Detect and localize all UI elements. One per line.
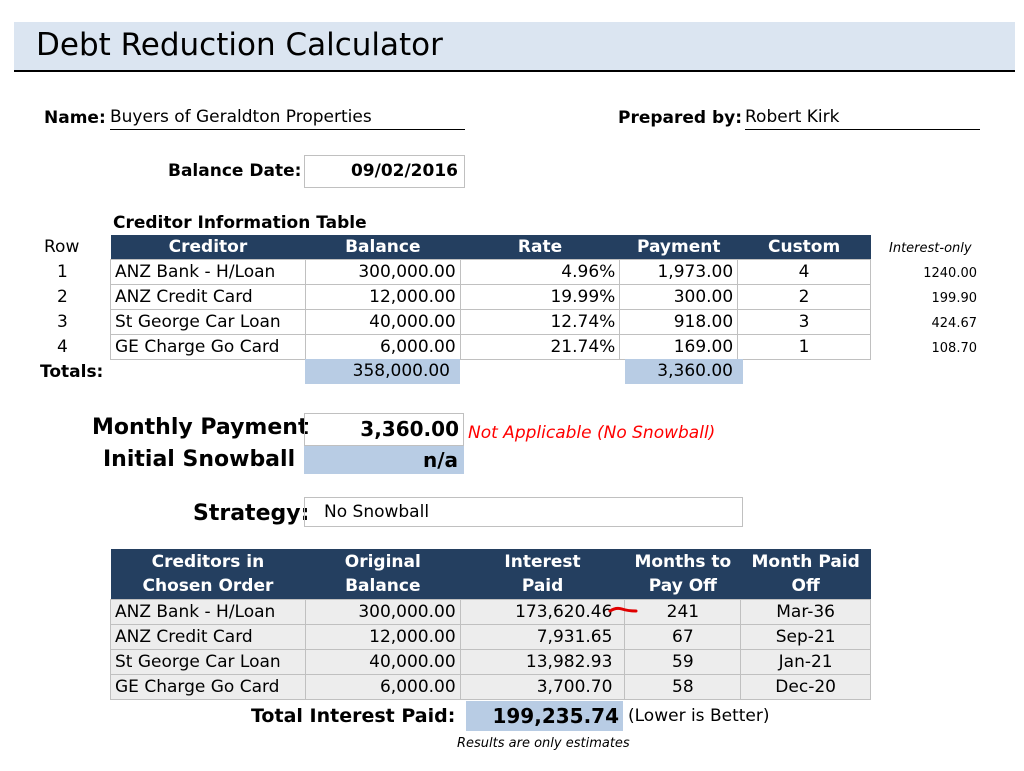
rate-cell[interactable]: 19.99%: [459, 283, 621, 310]
prepared-by-field[interactable]: Robert Kirk: [745, 107, 980, 130]
balance-cell[interactable]: 40,000.00: [304, 308, 461, 335]
col-creditor: Creditor: [110, 235, 306, 259]
rate-cell[interactable]: 12.74%: [459, 308, 621, 335]
balance-date-field[interactable]: 09/02/2016: [304, 155, 465, 188]
interest-cell: 3,700.70: [459, 673, 626, 700]
creditor-table-header: Creditor Balance Rate Payment Custom: [110, 235, 871, 259]
row-header: Row: [44, 237, 80, 257]
col-payment: Payment: [619, 235, 738, 259]
totals-label: Totals:: [40, 362, 104, 382]
results-table: Creditors in Chosen Order Original Balance…: [110, 549, 871, 700]
balance-cell: 6,000.00: [304, 673, 461, 700]
creditor-cell: St George Car Loan: [110, 648, 306, 675]
strategy-label: Strategy:: [193, 501, 310, 526]
col-months-to-pay-off: Months to Pay Off: [624, 549, 741, 599]
name-label: Name:: [44, 108, 106, 128]
table-row: ANZ Bank - H/Loan 300,000.00 4.96% 1,973…: [110, 258, 871, 285]
custom-cell[interactable]: 1: [737, 333, 871, 360]
prepared-by-label: Prepared by:: [618, 108, 743, 128]
months-cell: 59: [624, 648, 742, 675]
balance-date-label: Balance Date:: [168, 161, 302, 181]
creditor-cell[interactable]: ANZ Credit Card: [110, 283, 306, 310]
monthly-payment-field[interactable]: 3,360.00: [304, 413, 464, 446]
table-row: GE Charge Go Card 6,000.00 21.74% 169.00…: [110, 333, 871, 360]
name-field[interactable]: Buyers of Geraldton Properties: [110, 107, 465, 130]
row-number: 1: [57, 262, 68, 282]
balance-cell[interactable]: 12,000.00: [304, 283, 461, 310]
results-table-header: Creditors in Chosen Order Original Balance…: [110, 549, 871, 599]
rate-cell[interactable]: 21.74%: [459, 333, 621, 360]
interest-only-value: 424.67: [931, 316, 978, 331]
row-number: 3: [57, 312, 68, 332]
balance-cell: 300,000.00: [304, 598, 461, 625]
balance-cell: 12,000.00: [304, 623, 461, 650]
creditor-table-caption: Creditor Information Table: [113, 213, 367, 233]
interest-only-header: Interest-only: [889, 241, 972, 256]
payment-cell[interactable]: 918.00: [619, 308, 739, 335]
paid-off-cell: Dec-20: [740, 673, 871, 700]
custom-cell[interactable]: 3: [737, 308, 871, 335]
months-cell: 67: [624, 623, 742, 650]
strategy-select[interactable]: No Snowball: [304, 497, 743, 527]
col-chosen-order: Creditors in Chosen Order: [110, 549, 306, 599]
total-balance: 358,000.00: [305, 359, 460, 384]
table-row: ANZ Credit Card 12,000.00 19.99% 300.00 …: [110, 283, 871, 310]
paid-off-cell: Mar-36: [740, 598, 871, 625]
months-cell: 241: [624, 598, 742, 625]
balance-cell: 40,000.00: [304, 648, 461, 675]
initial-snowball-label: Initial Snowball: [103, 447, 296, 472]
creditor-cell: GE Charge Go Card: [110, 673, 306, 700]
total-interest-label: Total Interest Paid:: [251, 705, 456, 727]
paid-off-cell: Jan-21: [740, 648, 871, 675]
interest-only-value: 1240.00: [923, 266, 977, 281]
interest-cell: 13,982.93: [459, 648, 626, 675]
row-number: 2: [57, 287, 68, 307]
interest-only-value: 199.90: [931, 291, 978, 306]
col-custom: Custom: [737, 235, 871, 259]
payment-cell[interactable]: 169.00: [619, 333, 739, 360]
interest-cell: 7,931.65: [459, 623, 626, 650]
total-interest-value: 199,235.74: [466, 701, 623, 731]
col-month-paid-off: Month Paid Off: [740, 549, 871, 599]
table-row: St George Car Loan 40,000.00 13,982.93 5…: [110, 648, 871, 675]
title-bar: [14, 22, 1015, 72]
row-number: 4: [57, 337, 68, 357]
creditor-cell: ANZ Credit Card: [110, 623, 306, 650]
payment-cell[interactable]: 300.00: [619, 283, 739, 310]
col-rate: Rate: [460, 235, 620, 259]
table-row: St George Car Loan 40,000.00 12.74% 918.…: [110, 308, 871, 335]
paid-off-cell: Sep-21: [740, 623, 871, 650]
balance-cell[interactable]: 300,000.00: [304, 258, 461, 285]
custom-cell[interactable]: 4: [737, 258, 871, 285]
total-interest-note: (Lower is Better): [628, 706, 770, 726]
table-row: GE Charge Go Card 6,000.00 3,700.70 58 D…: [110, 673, 871, 700]
monthly-payment-label: Monthly Payment: [92, 415, 309, 440]
creditor-table: Creditor Balance Rate Payment Custom ANZ…: [110, 235, 871, 360]
red-annotation-mark: [608, 606, 638, 613]
initial-snowball-value: n/a: [304, 446, 464, 474]
payment-cell[interactable]: 1,973.00: [619, 258, 739, 285]
creditor-cell: ANZ Bank - H/Loan: [110, 598, 306, 625]
creditor-cell[interactable]: St George Car Loan: [110, 308, 306, 335]
months-cell: 58: [624, 673, 742, 700]
creditor-cell[interactable]: ANZ Bank - H/Loan: [110, 258, 306, 285]
snowball-note: Not Applicable (No Snowball): [468, 423, 716, 443]
table-row: ANZ Credit Card 12,000.00 7,931.65 67 Se…: [110, 623, 871, 650]
balance-cell[interactable]: 6,000.00: [304, 333, 461, 360]
page-title: Debt Reduction Calculator: [36, 27, 443, 63]
col-interest-paid: Interest Paid: [460, 549, 625, 599]
total-payment: 3,360.00: [625, 359, 743, 384]
interest-only-value: 108.70: [931, 341, 978, 356]
estimates-footnote: Results are only estimates: [457, 736, 630, 751]
col-original-balance: Original Balance: [305, 549, 461, 599]
table-row: ANZ Bank - H/Loan 300,000.00 173,620.46 …: [110, 598, 871, 625]
interest-cell: 173,620.46: [459, 598, 626, 625]
creditor-cell[interactable]: GE Charge Go Card: [110, 333, 306, 360]
col-balance: Balance: [305, 235, 461, 259]
custom-cell[interactable]: 2: [737, 283, 871, 310]
rate-cell[interactable]: 4.96%: [459, 258, 621, 285]
